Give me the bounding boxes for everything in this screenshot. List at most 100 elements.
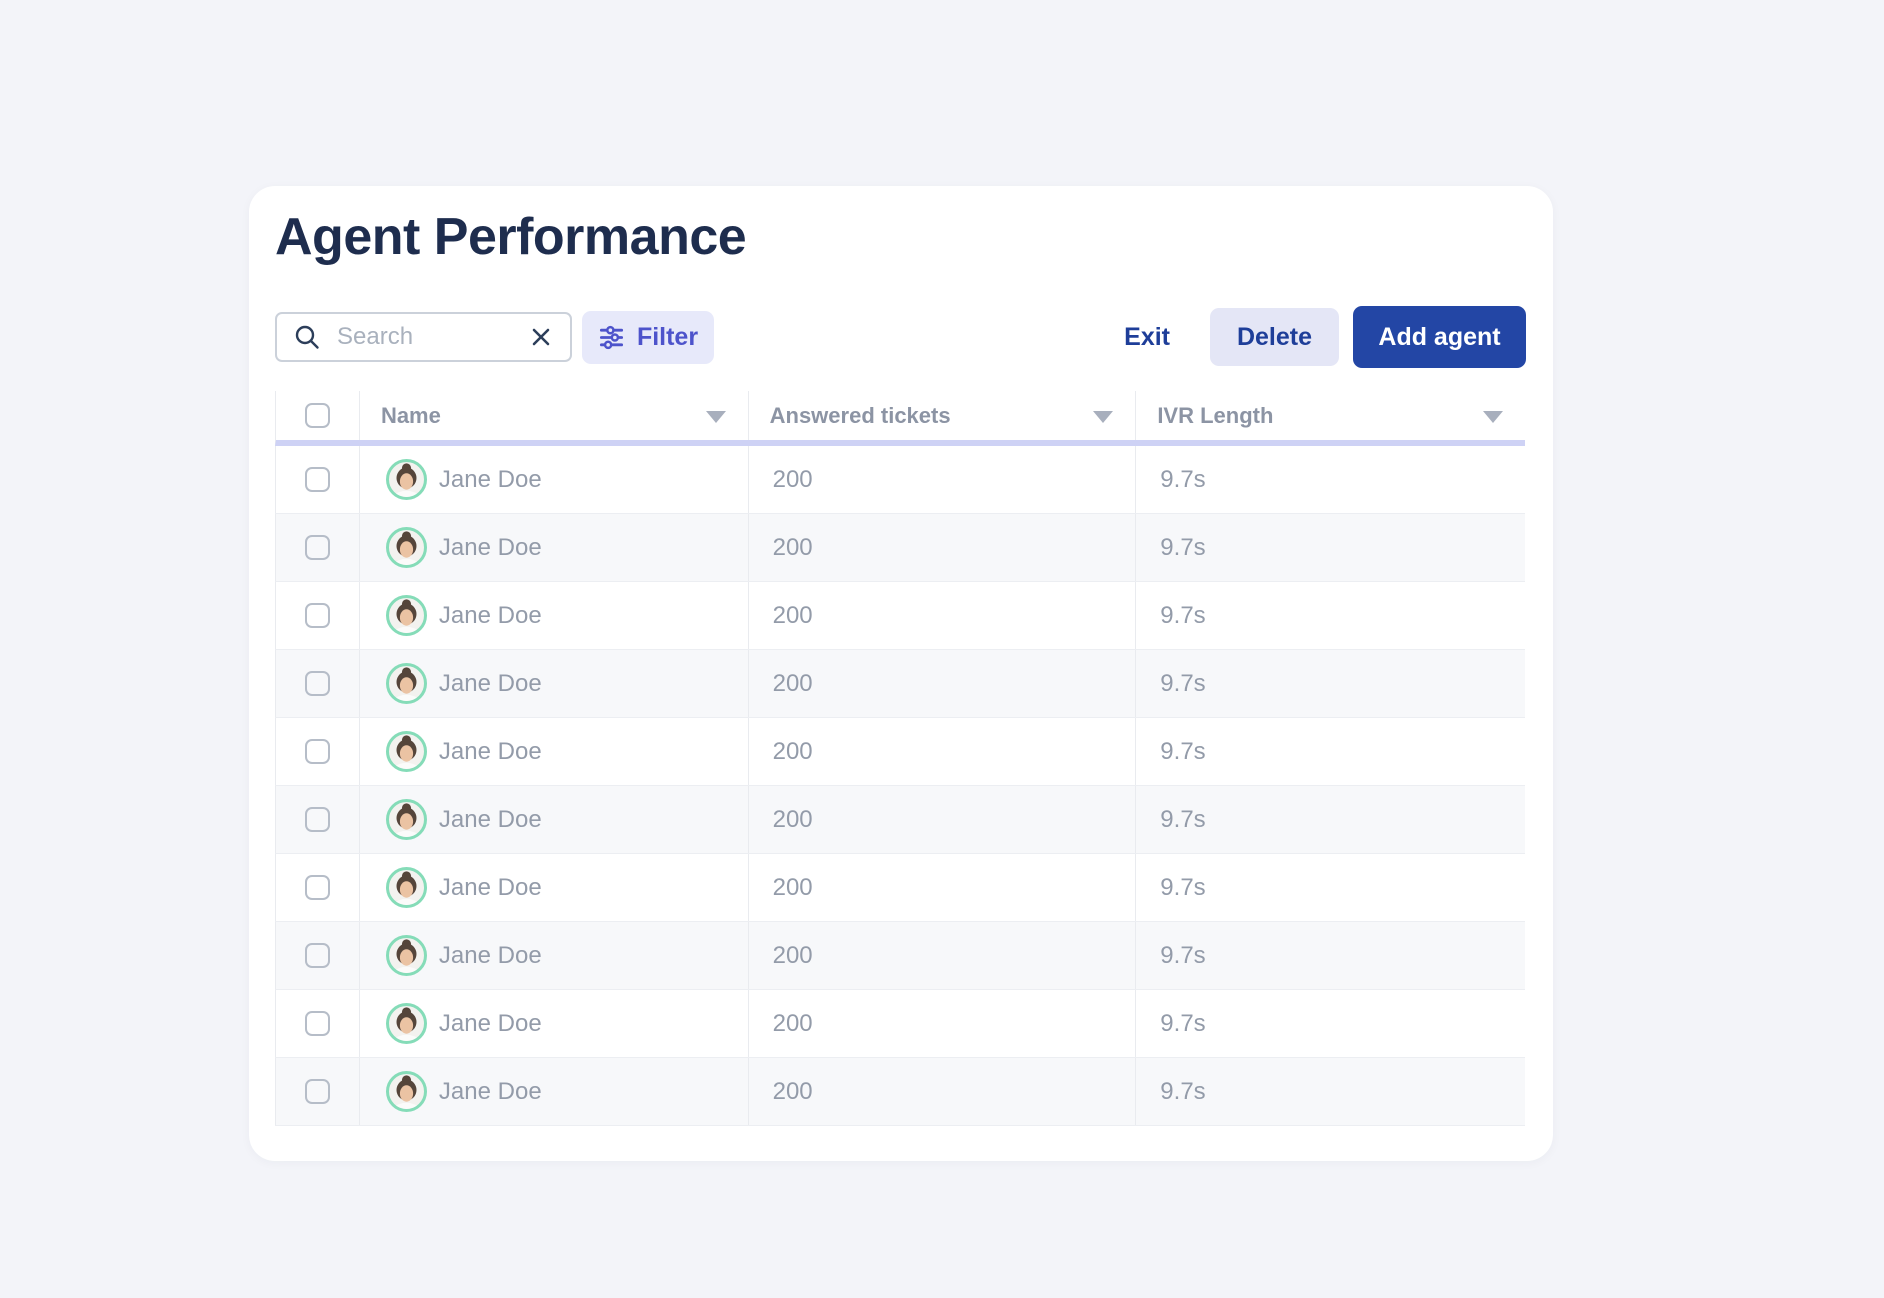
column-header-answered-tickets-label: Answered tickets <box>769 402 951 428</box>
ivr-length-value: 9.7s <box>1160 1077 1206 1105</box>
ivr-length-value: 9.7s <box>1160 737 1206 765</box>
answered-tickets-cell: 200 <box>747 854 1136 921</box>
agent-performance-card: Agent Performance <box>249 186 1553 1161</box>
sort-caret-icon[interactable] <box>705 410 726 423</box>
add-agent-button[interactable]: Add agent <box>1353 306 1526 368</box>
agent-name: Jane Doe <box>438 465 542 493</box>
row-checkbox-cell <box>276 514 359 581</box>
table-row: Jane Doe 200 9.7s <box>275 650 1525 718</box>
table-row: Jane Doe 200 9.7s <box>275 922 1525 990</box>
row-checkbox[interactable] <box>304 671 330 696</box>
agent-name-cell: Jane Doe <box>358 718 748 785</box>
agent-avatar <box>385 799 427 840</box>
ivr-length-value: 9.7s <box>1160 873 1206 901</box>
toolbar: Filter Exit Delete Add agent <box>275 305 1526 369</box>
answered-tickets-value: 200 <box>772 669 813 697</box>
row-checkbox[interactable] <box>304 739 330 764</box>
sort-caret-icon[interactable] <box>1093 410 1114 423</box>
ivr-length-value: 9.7s <box>1160 669 1206 697</box>
row-checkbox[interactable] <box>304 1079 330 1104</box>
agent-name-cell: Jane Doe <box>358 990 748 1057</box>
row-checkbox[interactable] <box>304 603 330 628</box>
ivr-length-cell: 9.7s <box>1135 582 1525 649</box>
ivr-length-cell: 9.7s <box>1135 446 1525 513</box>
answered-tickets-cell: 200 <box>747 650 1136 717</box>
agent-avatar <box>385 1003 427 1044</box>
answered-tickets-value: 200 <box>772 805 813 833</box>
row-checkbox-cell <box>276 786 359 853</box>
row-checkbox[interactable] <box>304 943 330 968</box>
row-checkbox-cell <box>276 990 359 1057</box>
agent-name: Jane Doe <box>438 873 542 901</box>
ivr-length-value: 9.7s <box>1160 533 1206 561</box>
agent-name-cell: Jane Doe <box>358 1058 748 1125</box>
agent-avatar <box>385 935 427 976</box>
agent-name-cell: Jane Doe <box>358 854 748 921</box>
ivr-length-cell: 9.7s <box>1135 1058 1525 1125</box>
row-checkbox[interactable] <box>304 535 330 560</box>
row-checkbox-cell <box>276 854 359 921</box>
answered-tickets-cell: 200 <box>747 1058 1136 1125</box>
table-header-row: Name Answered tickets IVR Length <box>275 391 1525 446</box>
page-title: Agent Performance <box>275 208 747 266</box>
x-close-icon <box>532 328 550 346</box>
ivr-length-cell: 9.7s <box>1135 922 1525 989</box>
agent-avatar <box>385 663 427 704</box>
row-checkbox[interactable] <box>304 1011 330 1036</box>
filter-button[interactable]: Filter <box>582 310 714 364</box>
agent-name: Jane Doe <box>438 669 542 697</box>
table-row: Jane Doe 200 9.7s <box>275 990 1525 1058</box>
answered-tickets-value: 200 <box>772 601 813 629</box>
row-checkbox[interactable] <box>304 875 330 900</box>
row-checkbox-cell <box>276 446 359 513</box>
sliders-icon <box>599 325 623 349</box>
row-checkbox-cell <box>276 718 359 785</box>
agent-avatar <box>385 731 427 772</box>
search-icon <box>295 325 319 349</box>
ivr-length-value: 9.7s <box>1160 805 1206 833</box>
answered-tickets-value: 200 <box>772 873 813 901</box>
agent-name-cell: Jane Doe <box>358 446 748 513</box>
table-row: Jane Doe 200 9.7s <box>275 718 1525 786</box>
answered-tickets-cell: 200 <box>747 922 1136 989</box>
agent-name: Jane Doe <box>438 805 542 833</box>
sort-caret-icon[interactable] <box>1483 410 1503 423</box>
agent-name: Jane Doe <box>438 1077 542 1105</box>
row-checkbox-cell <box>276 1058 359 1125</box>
table-row: Jane Doe 200 9.7s <box>275 514 1525 582</box>
table-row: Jane Doe 200 9.7s <box>275 786 1525 854</box>
row-checkbox-cell <box>276 922 359 989</box>
ivr-length-value: 9.7s <box>1160 1009 1206 1037</box>
row-checkbox-cell <box>276 650 359 717</box>
row-checkbox[interactable] <box>304 807 330 832</box>
column-header-name: Name <box>358 391 748 440</box>
agent-name-cell: Jane Doe <box>358 582 748 649</box>
agent-name: Jane Doe <box>438 533 542 561</box>
agent-name: Jane Doe <box>438 941 542 969</box>
ivr-length-cell: 9.7s <box>1135 854 1525 921</box>
select-all-checkbox[interactable] <box>304 403 330 428</box>
agent-avatar <box>385 459 427 500</box>
ivr-length-cell: 9.7s <box>1135 990 1525 1057</box>
agent-name-cell: Jane Doe <box>358 514 748 581</box>
agent-avatar <box>385 527 427 568</box>
search-input[interactable] <box>337 323 520 351</box>
agent-avatar <box>385 1071 427 1112</box>
answered-tickets-value: 200 <box>772 465 813 493</box>
answered-tickets-cell: 200 <box>747 990 1136 1057</box>
header-checkbox-cell <box>276 391 359 440</box>
agent-name-cell: Jane Doe <box>358 786 748 853</box>
search-box[interactable] <box>275 312 572 362</box>
agent-name: Jane Doe <box>438 601 542 629</box>
ivr-length-value: 9.7s <box>1160 601 1206 629</box>
filter-button-label: Filter <box>636 322 699 351</box>
answered-tickets-value: 200 <box>772 737 813 765</box>
clear-search-button[interactable] <box>528 324 554 350</box>
answered-tickets-value: 200 <box>772 1077 813 1105</box>
delete-button[interactable]: Delete <box>1210 308 1339 366</box>
answered-tickets-cell: 200 <box>747 582 1136 649</box>
row-checkbox[interactable] <box>304 467 330 492</box>
agent-name-cell: Jane Doe <box>358 922 748 989</box>
exit-button[interactable]: Exit <box>1124 313 1170 362</box>
table-row: Jane Doe 200 9.7s <box>275 446 1525 514</box>
